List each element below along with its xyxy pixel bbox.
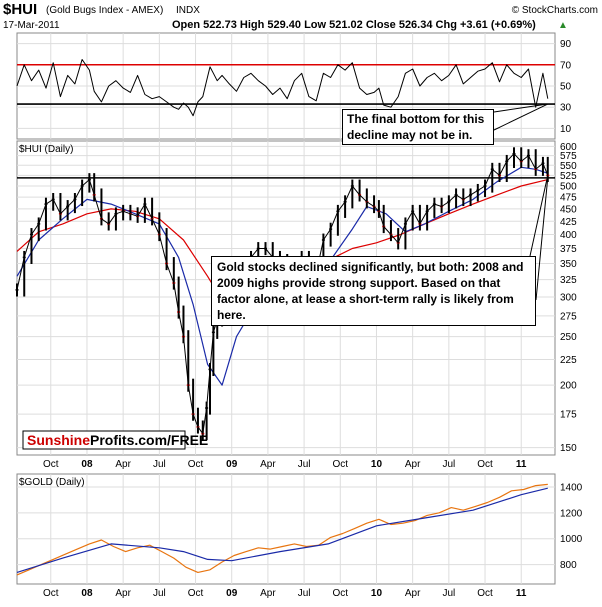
rsi-tick-label: 30: [560, 103, 572, 114]
x-axis-label: 08: [81, 588, 93, 599]
gold-frame: [16, 473, 556, 585]
gold-ma-line: [16, 487, 548, 573]
main-tick-label: 550: [560, 161, 577, 172]
gold-panel: 1400 1200 1000 800 $GOLD (Daily): [16, 473, 583, 585]
header-date: 17-Mar-2011: [3, 20, 60, 31]
x-axis-label: Jul: [153, 459, 166, 470]
gold-price-line: [16, 483, 548, 576]
rsi-tick-label: 10: [560, 124, 572, 135]
gold-ticks: 1400 1200 1000 800: [560, 482, 583, 571]
x-axis-label: Oct: [43, 459, 59, 470]
gold-lines: [16, 483, 548, 576]
header-exchange: INDX: [176, 5, 200, 16]
main-tick-label: 600: [560, 142, 577, 153]
gold-grid: [17, 474, 555, 584]
main-tick-label: 500: [560, 181, 577, 192]
x-axis-label: Oct: [477, 588, 493, 599]
x-axis-label: 09: [226, 459, 238, 470]
main-annotation: Gold stocks declined significantly, but …: [211, 256, 536, 326]
rsi-tick-label: 70: [560, 60, 572, 71]
main-panel-label: $HUI (Daily): [19, 144, 73, 155]
brand-black: Profits.com/FREE: [90, 432, 208, 448]
main-tick-label: 450: [560, 204, 577, 215]
x-axis-label: Oct: [188, 459, 204, 470]
x-axis-label: Jul: [153, 588, 166, 599]
main-tick-label: 425: [560, 217, 577, 228]
rsi-grid: [17, 33, 555, 139]
gold-tick-label: 800: [560, 560, 577, 571]
x-axis-label: Jul: [298, 459, 311, 470]
brand-box: [22, 430, 186, 450]
x-axis-label: 11: [516, 459, 527, 470]
header-ohlc: Open 522.73 High 529.40 Low 521.02 Close…: [172, 19, 536, 31]
x-axis-label: Apr: [260, 588, 276, 599]
rsi-panel: 90 70 50 30 10: [16, 32, 572, 140]
main-tick-label: 525: [560, 171, 577, 182]
main-tick-label: 325: [560, 275, 577, 286]
header-up-arrow: ▲: [558, 20, 568, 31]
rsi-ticks: 90 70 50 30 10: [560, 39, 572, 135]
main-annotation-holder: Gold stocks declined significantly, but …: [211, 256, 536, 326]
x-axis-label: Oct: [477, 459, 493, 470]
x-axis-label: Jul: [442, 459, 455, 470]
header-symbol: $HUI: [3, 1, 37, 18]
header-name: (Gold Bugs Index - AMEX): [46, 5, 163, 16]
x-axis-label: Apr: [260, 459, 276, 470]
rsi-annotation-holder: The final bottom for this decline may no…: [342, 109, 494, 145]
rsi-lines: [16, 59, 555, 117]
rsi-series-line: [16, 59, 549, 117]
gold-tick-label: 1400: [560, 482, 583, 493]
main-tick-label: 475: [560, 193, 577, 204]
x-axis-label: 09: [226, 588, 238, 599]
main-pointer-line: [529, 175, 549, 301]
x-axis-label: Jul: [298, 588, 311, 599]
hui-price-line: [16, 153, 549, 435]
brand-text: SunshineProfits.com/FREE: [27, 432, 208, 448]
x-axis-label: Apr: [115, 459, 131, 470]
main-tick-label: 225: [560, 355, 577, 366]
gold-panel-label: $GOLD (Daily): [19, 477, 85, 488]
main-grid: [17, 141, 555, 455]
x-axis-label: 10: [371, 459, 383, 470]
x-axis-label: 10: [371, 588, 383, 599]
main-tick-label: 575: [560, 151, 577, 162]
x-axis-label: Apr: [115, 588, 131, 599]
main-tick-label: 350: [560, 259, 577, 270]
main-tick-label: 400: [560, 230, 577, 241]
main-tick-label: 175: [560, 410, 577, 421]
x-axis-labels: Oct 08 Apr Jul Oct 09 Apr Jul Oct 10 Apr Jul Oct 11 Oc…: [43, 459, 527, 599]
rsi-annotation: The final bottom for this decline may no…: [342, 109, 494, 145]
gold-tick-label: 1200: [560, 508, 583, 519]
main-tick-label: 250: [560, 332, 577, 343]
brand-red: Sunshine: [27, 432, 90, 448]
main-tick-label: 275: [560, 311, 577, 322]
x-axis-label: 11: [516, 588, 527, 599]
rsi-pointer-line: [493, 103, 548, 131]
x-axis-label: Jul: [442, 588, 455, 599]
x-axis-label: Oct: [333, 588, 349, 599]
x-axis-label: Apr: [405, 588, 421, 599]
x-axis-label: Apr: [405, 459, 421, 470]
x-axis-label: Oct: [188, 588, 204, 599]
x-axis-label: Oct: [333, 459, 349, 470]
x-axis-label: Oct: [43, 588, 59, 599]
header-credit: © StockCharts.com: [512, 5, 598, 16]
main-tick-label: 200: [560, 381, 577, 392]
main-tick-label: 300: [560, 292, 577, 303]
gold-tick-label: 1000: [560, 534, 583, 545]
rsi-tick-label: 90: [560, 39, 572, 50]
main-tick-label: 150: [560, 443, 577, 454]
rsi-tick-label: 50: [560, 82, 572, 93]
main-tick-label: 375: [560, 244, 577, 255]
x-axis-label: 08: [81, 459, 93, 470]
